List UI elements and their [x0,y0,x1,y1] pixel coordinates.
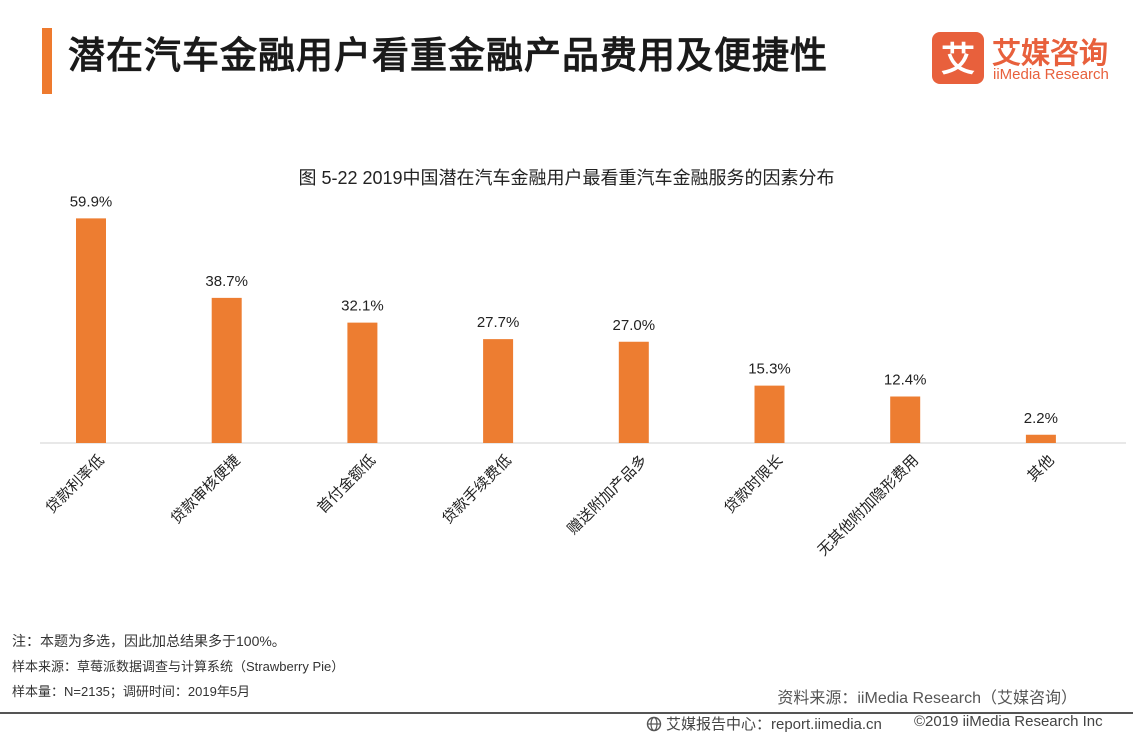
note-sample-size: 样本量：N=2135；调研时间：2019年5月 [12,684,251,699]
category-label-5: 贷款时限长 [721,451,787,517]
data-label-2: 32.1% [341,298,384,315]
logo-mark-icon: 艾 [932,32,984,84]
category-label-7: 其他 [1024,451,1058,485]
footer-copyright: ©2019 iiMedia Research Inc [914,713,1103,730]
bar-7 [1025,434,1056,443]
data-label-5: 15.3% [748,361,791,378]
category-label-2: 首付金额低 [313,451,379,517]
data-label-6: 12.4% [884,372,927,389]
logo-text-cn: 艾媒咨询 [992,38,1109,70]
data-label-4: 27.0% [613,317,656,334]
footer-divider [0,712,1133,714]
data-label-3: 27.7% [477,314,520,331]
chart-title: 图 5-22 2019中国潜在汽车金融用户最看重汽车金融服务的因素分布 [298,168,835,188]
category-label-3: 贷款手续费低 [439,451,515,527]
note-sample-source: 样本来源：草莓派数据调查与计算系统（Strawberry Pie） [12,659,345,674]
note-multiselect: 注：本题为多选，因此加总结果多于100%。 [12,633,286,649]
bar-1 [211,297,242,443]
footer-report-center-text: 艾媒报告中心：report.iimedia.cn [666,716,882,733]
brand-logo: 艾 艾媒咨询 iiMedia Research [932,32,1122,88]
data-source: 资料来源：iiMedia Research（艾媒咨询） [777,690,1077,707]
category-label-1: 贷款审核便捷 [167,451,243,527]
bar-6 [890,396,921,443]
globe-icon [646,716,662,736]
data-label-7: 2.2% [1024,410,1058,427]
bar-3 [483,339,514,443]
category-label-0: 贷款利率低 [42,451,108,517]
data-label-0: 59.9% [70,193,113,210]
bar-4 [618,341,649,443]
category-label-6: 无其他附加隐形费用 [814,451,922,559]
bar-0 [76,218,106,443]
data-label-1: 38.7% [205,273,248,290]
bar-chart: 59.9% 贷款利率低 38.7% 贷款审核便捷 32.1% 首付金额低 27.7% 贷款手续… [40,193,1126,559]
logo-text-en: iiMedia Research [993,66,1109,83]
footer-report-center: 艾媒报告中心：report.iimedia.cn [646,713,882,736]
bar-5 [754,385,785,443]
page-title: 潜在汽车金融用户看重金融产品费用及便捷性 [68,35,828,76]
category-label-4: 赠送附加产品多 [564,451,651,538]
logo-mark-glyph: 艾 [941,40,975,80]
bar-2 [347,322,378,443]
title-accent-bar [42,28,52,94]
